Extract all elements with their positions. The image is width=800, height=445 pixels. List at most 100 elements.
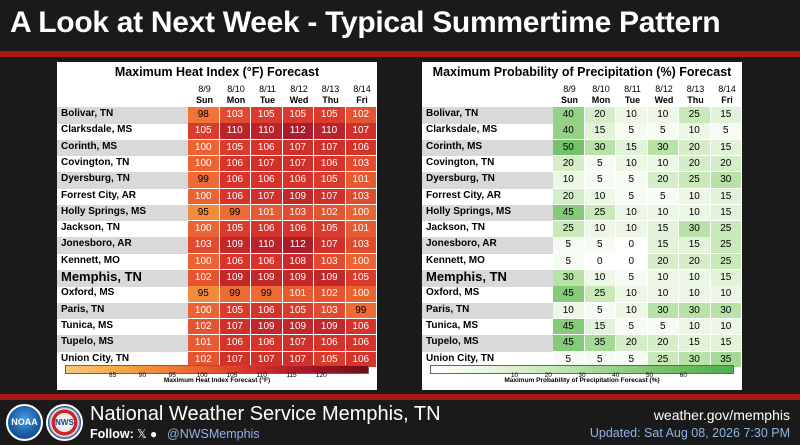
column-date: 8/12 bbox=[290, 84, 308, 94]
heat-value-cell: 100 bbox=[345, 286, 377, 303]
precip-value-cell: 15 bbox=[647, 237, 679, 254]
precip-table-row: Jonesboro, AR 5 5 0 15 15 25 bbox=[422, 237, 742, 254]
precip-value-cell: 10 bbox=[679, 204, 711, 222]
column-date: 8/9 bbox=[198, 84, 211, 94]
precip-value-cell: 0 bbox=[616, 253, 648, 271]
heat-scale-tick: 105 bbox=[226, 372, 238, 379]
city-name: Oxford, MS bbox=[61, 287, 115, 299]
column-day: Fri bbox=[356, 95, 368, 105]
heat-value-cell: 103 bbox=[314, 302, 346, 320]
heat-value-cell: 107 bbox=[314, 237, 346, 254]
precip-value-cell: 25 bbox=[584, 204, 616, 222]
heat-column-header: 8/13 Thu bbox=[314, 84, 347, 106]
heat-value-cell: 100 bbox=[188, 221, 220, 238]
heat-value-cell: 107 bbox=[282, 155, 314, 173]
precip-value-cell: 25 bbox=[679, 107, 711, 124]
heat-value-cell: 109 bbox=[314, 318, 346, 336]
heat-value-cell: 109 bbox=[282, 270, 314, 287]
heat-value-cell: 107 bbox=[314, 188, 346, 205]
precip-value-cell: 5 bbox=[616, 318, 648, 336]
precip-value-cell: 25 bbox=[710, 253, 742, 271]
precip-table-row: Paris, TN 10 5 10 30 30 30 bbox=[422, 302, 742, 320]
heat-value-cell: 110 bbox=[251, 123, 283, 140]
heat-value-cell: 106 bbox=[251, 253, 283, 271]
column-day: Fri bbox=[721, 95, 733, 105]
precip-value-cell: 10 bbox=[647, 270, 679, 287]
precip-table-row: Forrest City, AR 20 10 5 5 10 15 bbox=[422, 188, 742, 205]
precip-table-row: Covington, TN 20 5 10 10 20 20 bbox=[422, 155, 742, 173]
heat-value-cell: 106 bbox=[219, 172, 251, 189]
precip-value-cell: 5 bbox=[616, 172, 648, 189]
precip-value-cell: 30 bbox=[679, 221, 711, 238]
precip-value-cell: 10 bbox=[679, 286, 711, 303]
column-date: 8/13 bbox=[321, 84, 340, 94]
heat-value-cell: 105 bbox=[345, 270, 377, 287]
heat-value-cell: 101 bbox=[188, 335, 220, 352]
city-name: Tupelo, MS bbox=[426, 336, 479, 348]
precip-value-cell: 20 bbox=[616, 335, 648, 352]
city-name: Clarksdale, MS bbox=[426, 124, 498, 136]
precip-value-cell: 10 bbox=[553, 172, 585, 189]
column-date: 8/10 bbox=[227, 84, 245, 94]
heat-value-cell: 100 bbox=[188, 188, 220, 205]
precip-value-cell: 15 bbox=[647, 221, 679, 238]
social-icons[interactable]: 𝕏 ● bbox=[137, 427, 158, 441]
precip-value-cell: 30 bbox=[679, 302, 711, 320]
heat-value-cell: 106 bbox=[345, 139, 377, 157]
website-link[interactable]: weather.gov/memphis bbox=[653, 407, 790, 423]
precip-table-row: Memphis, TN 30 10 5 10 10 15 bbox=[422, 269, 742, 287]
precip-value-cell: 5 bbox=[647, 123, 679, 140]
city-name: Union City, TN bbox=[61, 352, 130, 364]
social-handle-link[interactable]: @NWSMemphis bbox=[167, 427, 260, 441]
precip-value-cell: 10 bbox=[679, 270, 711, 287]
heat-value-cell: 105 bbox=[188, 123, 220, 140]
precip-table-row: Tupelo, MS 45 35 20 20 15 15 bbox=[422, 335, 742, 352]
heat-column-header: 8/11 Tue bbox=[251, 84, 284, 106]
heat-value-cell: 106 bbox=[219, 253, 251, 271]
precip-value-cell: 25 bbox=[710, 221, 742, 238]
heat-table-row: Tunica, MS 102 107 109 109 109 106 bbox=[57, 318, 377, 336]
precip-value-cell: 15 bbox=[679, 335, 711, 352]
precip-value-cell: 10 bbox=[616, 155, 648, 173]
precip-value-cell: 20 bbox=[647, 172, 679, 189]
precip-value-cell: 30 bbox=[710, 302, 742, 320]
heat-value-cell: 106 bbox=[251, 335, 283, 352]
precip-column-header: 8/9 Sun bbox=[553, 84, 586, 106]
precip-value-cell: 15 bbox=[710, 204, 742, 222]
precip-value-cell: 15 bbox=[710, 188, 742, 205]
precip-value-cell: 20 bbox=[553, 188, 585, 205]
updated-timestamp: Updated: Sat Aug 08, 2026 7:30 PM bbox=[589, 426, 790, 440]
precip-value-cell: 25 bbox=[679, 172, 711, 189]
heat-value-cell: 105 bbox=[251, 107, 283, 124]
heat-table-row: Tupelo, MS 101 106 106 107 106 106 bbox=[57, 335, 377, 352]
precip-value-cell: 15 bbox=[584, 318, 616, 336]
heat-table-row: Covington, TN 100 106 107 107 106 103 bbox=[57, 155, 377, 173]
heat-value-cell: 106 bbox=[345, 318, 377, 336]
precip-value-cell: 5 bbox=[616, 270, 648, 287]
heat-value-cell: 102 bbox=[188, 318, 220, 336]
heat-value-cell: 107 bbox=[314, 139, 346, 157]
heat-value-cell: 105 bbox=[314, 172, 346, 189]
precip-table-row: Tunica, MS 45 15 5 5 10 10 bbox=[422, 318, 742, 336]
city-name: Memphis, TN bbox=[61, 269, 142, 284]
precip-value-cell: 40 bbox=[553, 107, 585, 124]
city-name: Kennett, MO bbox=[426, 254, 485, 266]
bottom-divider bbox=[0, 394, 800, 400]
heat-value-cell: 106 bbox=[251, 302, 283, 320]
column-day: Sun bbox=[561, 95, 578, 105]
precip-value-cell: 25 bbox=[584, 286, 616, 303]
city-name: Jonesboro, AR bbox=[426, 238, 497, 250]
noaa-logo-text: NOAA bbox=[11, 417, 38, 427]
heat-value-cell: 106 bbox=[251, 172, 283, 189]
column-date: 8/9 bbox=[563, 84, 576, 94]
precip-value-cell: 5 bbox=[584, 155, 616, 173]
heat-value-cell: 105 bbox=[282, 107, 314, 124]
precip-value-cell: 10 bbox=[616, 302, 648, 320]
precip-scale-tick: 30 bbox=[578, 372, 586, 379]
precip-value-cell: 10 bbox=[553, 302, 585, 320]
heat-value-cell: 109 bbox=[282, 318, 314, 336]
precip-value-cell: 10 bbox=[616, 286, 648, 303]
heat-value-cell: 106 bbox=[282, 172, 314, 189]
heat-value-cell: 99 bbox=[251, 286, 283, 303]
precip-value-cell: 15 bbox=[710, 270, 742, 287]
